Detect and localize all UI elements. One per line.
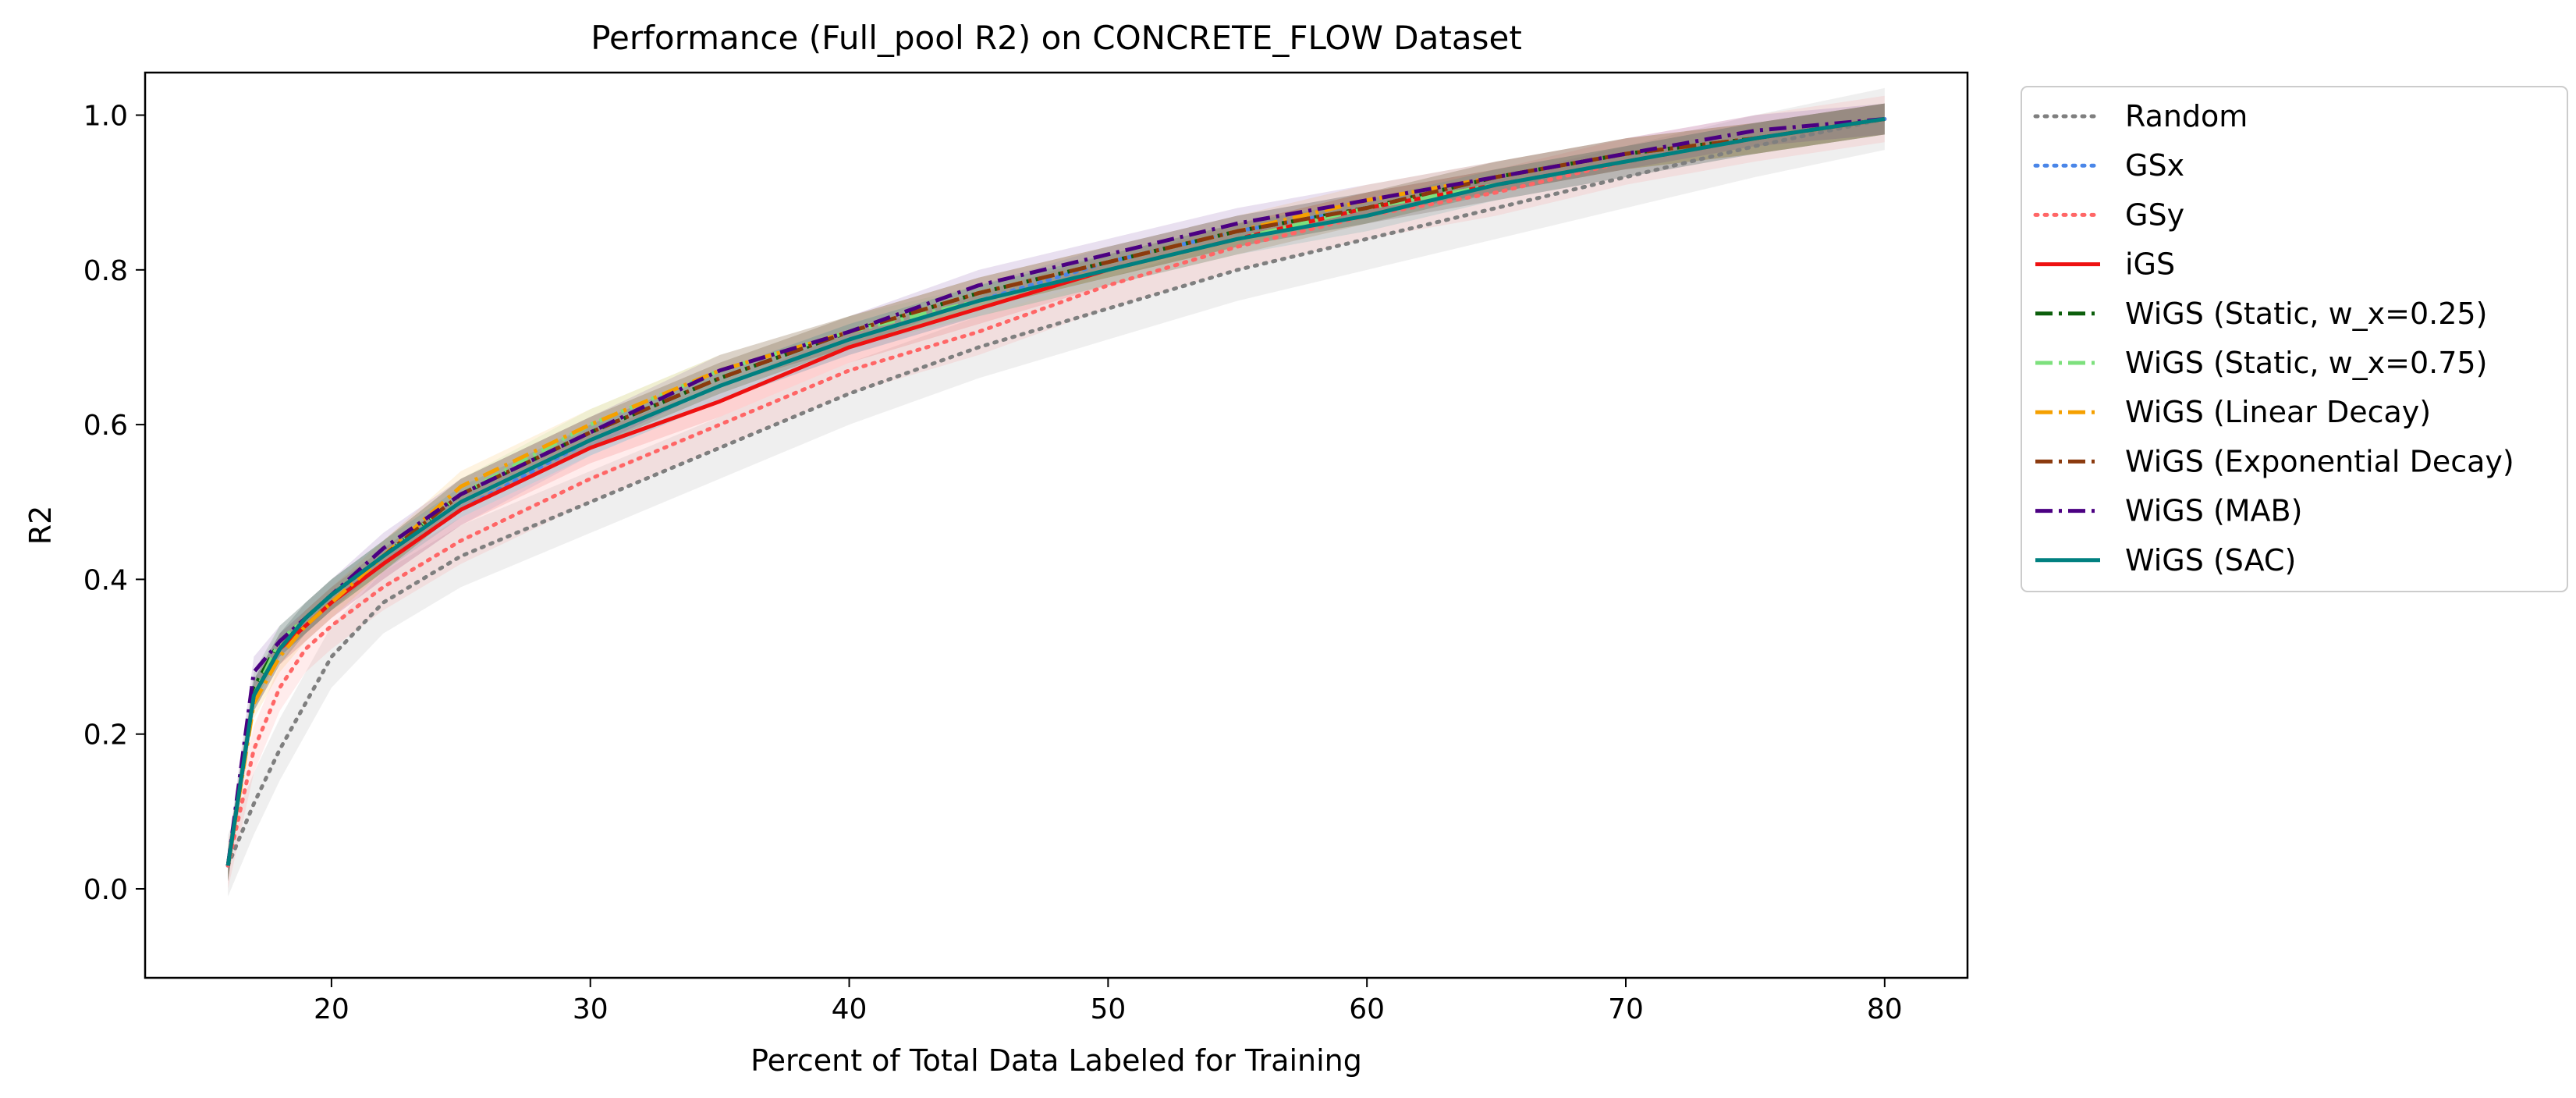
x-tick-label: 80: [1867, 993, 1903, 1025]
legend-label: WiGS (Exponential Decay): [2125, 444, 2514, 478]
x-tick-label: 50: [1090, 993, 1126, 1025]
legend-label: WiGS (Linear Decay): [2125, 395, 2431, 429]
legend: Random GSx GSy iGS WiGS (Static, w_x=0.25) Wi…: [2021, 86, 2568, 592]
y-tick-label: 0.8: [83, 255, 128, 287]
x-tick-label: 20: [314, 993, 349, 1025]
confidence-bands: [228, 87, 1885, 897]
x-tick-label: 60: [1349, 993, 1385, 1025]
legend-label: WiGS (Static, w_x=0.25): [2125, 297, 2487, 331]
y-tick-label: 0.4: [83, 564, 128, 596]
legend-label: WiGS (Static, w_x=0.75): [2125, 346, 2487, 380]
legend-label: Random: [2125, 99, 2248, 133]
band-wigs-linear-decay: [228, 103, 1885, 882]
legend-box: [2021, 86, 2568, 592]
legend-label: GSy: [2125, 197, 2184, 232]
x-axis-label: Percent of Total Data Labeled for Traini…: [750, 1043, 1362, 1078]
band-wigs-mab: [228, 103, 1885, 882]
chart-title: Performance (Full_pool R2) on CONCRETE_F…: [591, 19, 1522, 57]
band-gsy: [228, 95, 1885, 889]
x-tick-label: 30: [573, 993, 609, 1025]
x-tick-label: 40: [832, 993, 868, 1025]
legend-entry-wigs-exponential-decay: WiGS (Exponential Decay): [2035, 444, 2514, 478]
x-tick-label: 70: [1608, 993, 1644, 1025]
series-lines: [225, 116, 1887, 868]
band-random: [228, 87, 1885, 897]
plot-frame: [144, 71, 1969, 979]
legend-label: WiGS (SAC): [2125, 543, 2296, 577]
legend-entry-wigs-linear-decay: WiGS (Linear Decay): [2035, 395, 2431, 429]
y-axis-label: R2: [23, 506, 58, 545]
legend-entry-wigs-static-w-x-0-25: WiGS (Static, w_x=0.25): [2035, 297, 2487, 331]
legend-label: iGS: [2125, 247, 2175, 282]
legend-entry-wigs-mab: WiGS (MAB): [2035, 494, 2302, 528]
legend-entry-gsx: GSx: [2033, 148, 2184, 183]
legend-entry-igs: iGS: [2035, 247, 2175, 282]
y-tick-label: 1.0: [83, 101, 128, 133]
band-wigs-exponential-decay: [228, 103, 1885, 882]
series-line-gsy: [225, 116, 1887, 868]
x-axis-ticks: 20 30 40 50 60 70 80: [314, 978, 1903, 1025]
legend-label: GSx: [2125, 148, 2184, 183]
y-tick-label: 0.0: [83, 874, 128, 906]
series-line-wigs-sac: [225, 117, 1886, 866]
band-wigs-static-w-x-0-25: [228, 103, 1885, 882]
legend-label: WiGS (MAB): [2125, 494, 2302, 528]
legend-entry-random: Random: [2033, 99, 2248, 133]
legend-entry-wigs-sac: WiGS (SAC): [2035, 543, 2296, 577]
legend-entry-gsy: GSy: [2033, 197, 2184, 232]
y-tick-label: 0.6: [83, 410, 128, 442]
legend-entry-wigs-static-w-x-0-75: WiGS (Static, w_x=0.75): [2035, 346, 2487, 380]
y-tick-label: 0.2: [83, 720, 128, 752]
series-line-random: [225, 116, 1887, 868]
y-axis-ticks: 0.0 0.2 0.4 0.6 0.8 1.0: [83, 101, 145, 906]
